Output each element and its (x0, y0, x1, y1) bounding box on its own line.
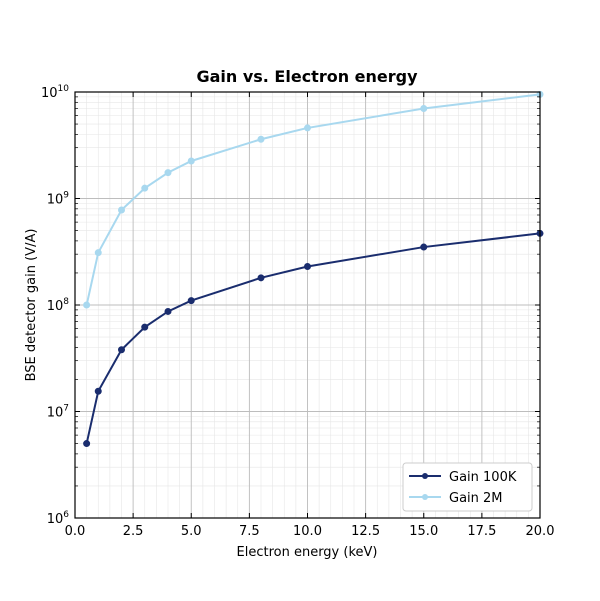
axis-ticks: 0.0 2.5 5.0 7.5 10.0 12.5 15.0 17.5 20.010610710… (41, 84, 554, 539)
data-point-gain-100k (94, 387, 102, 395)
data-point-gain-100k (141, 323, 149, 331)
data-point-gain-2m (94, 249, 102, 257)
data-point-gain-2m (304, 124, 311, 132)
y-tick-label: 1010 (41, 84, 69, 101)
x-tick-label: 15.0 (409, 524, 438, 539)
y-tick-label: 109 (47, 191, 70, 208)
x-tick-label: 20.0 (526, 524, 555, 539)
data-point-gain-2m (164, 169, 172, 177)
legend-marker-gain-100k (422, 473, 428, 479)
x-tick-label: 12.5 (351, 524, 380, 539)
plot-series (83, 90, 544, 448)
data-point-gain-2m (118, 206, 125, 214)
data-point-gain-100k (257, 274, 265, 282)
data-point-gain-2m (187, 157, 195, 165)
y-axis-label: BSE detector gain (V/A) (24, 229, 39, 382)
data-point-gain-100k (420, 243, 428, 251)
x-tick-label: 5.0 (181, 524, 202, 539)
data-point-gain-100k (118, 346, 125, 354)
series-line-gain-100k (85, 232, 541, 444)
data-point-gain-2m (141, 184, 149, 192)
x-tick-label: 7.5 (239, 524, 260, 539)
series-line-gain-2m (85, 93, 541, 306)
data-point-gain-2m (257, 135, 265, 143)
y-tick-label: 108 (47, 297, 70, 314)
data-point-gain-100k (164, 307, 172, 315)
x-tick-label: 10.0 (293, 524, 322, 539)
x-tick-label: 0.0 (65, 524, 86, 539)
grid (74, 91, 541, 519)
y-tick-label: 107 (47, 404, 69, 421)
x-tick-label: 2.5 (123, 524, 144, 539)
legend-marker-gain-2m (422, 494, 428, 500)
data-point-gain-2m (420, 104, 428, 112)
legend: Gain 100K Gain 2M (402, 462, 533, 512)
data-point-gain-2m (83, 301, 91, 309)
x-axis-label: Electron energy (keV) (237, 545, 378, 560)
data-point-gain-100k (304, 262, 311, 270)
legend-label-gain-100k: Gain 100K (449, 470, 517, 485)
data-point-gain-100k (83, 440, 91, 448)
chart-title: Gain vs. Electron energy (196, 67, 418, 86)
data-point-gain-100k (187, 297, 195, 305)
legend-label-gain-2m: Gain 2M (449, 491, 503, 506)
x-tick-label: 17.5 (467, 524, 496, 539)
